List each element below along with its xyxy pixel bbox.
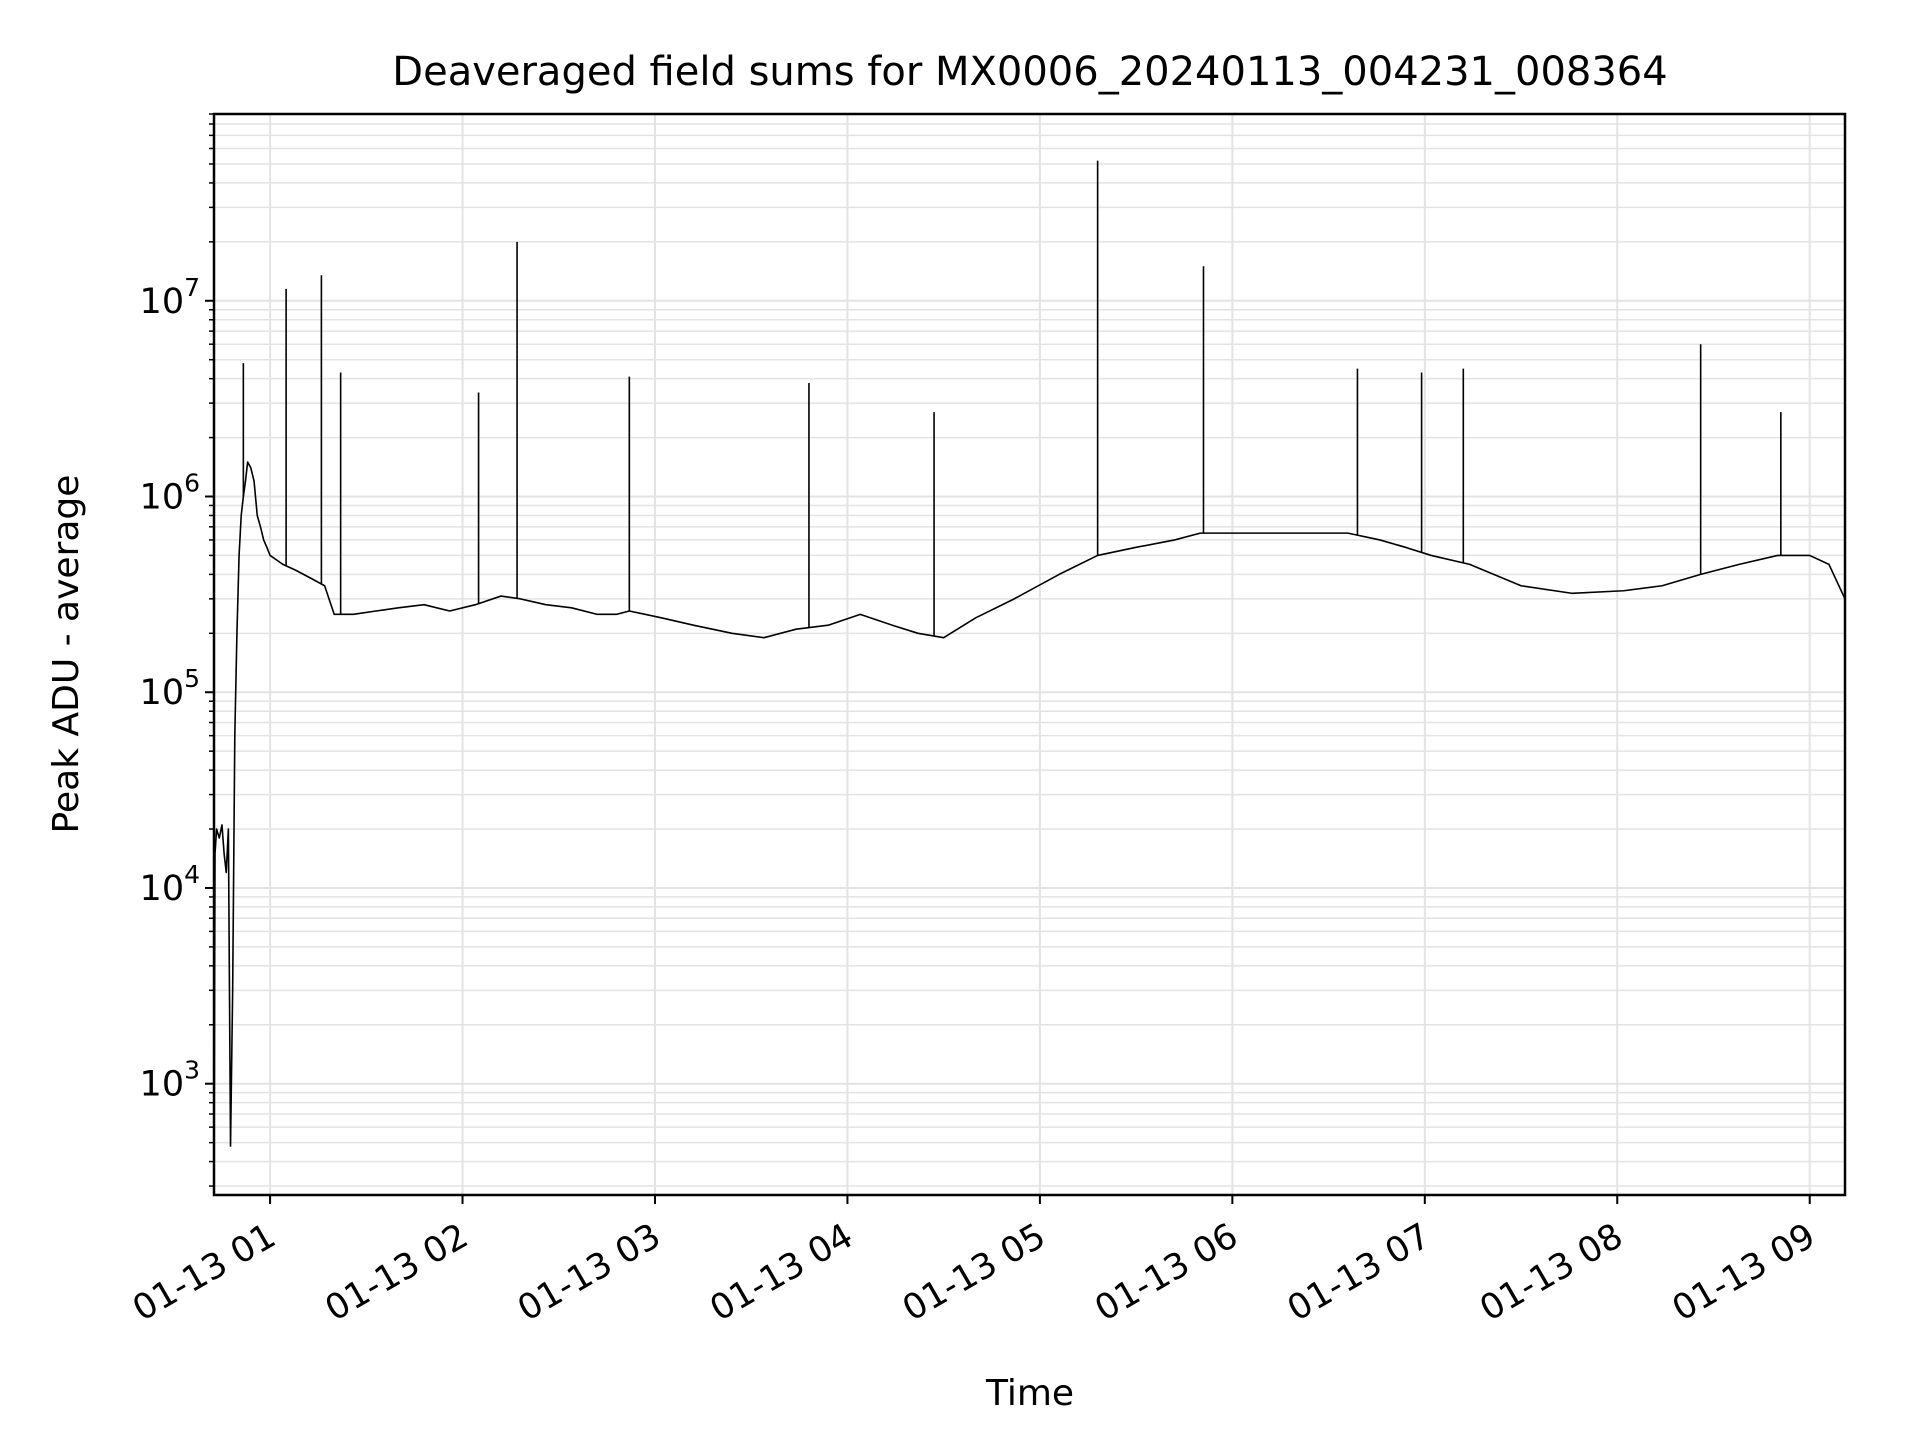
- y-tick-label-exponent: 3: [184, 1056, 200, 1085]
- y-tick-label-exponent: 5: [184, 664, 200, 693]
- y-tick-label: 103: [140, 1056, 200, 1105]
- x-axis-label: Time: [985, 1373, 1074, 1414]
- y-tick-label-exponent: 6: [184, 469, 200, 498]
- plot-frame: [212, 112, 1847, 1197]
- y-tick-label-base: 10: [140, 282, 185, 322]
- y-tick-label-base: 10: [140, 673, 185, 713]
- series-layer: [214, 160, 1845, 1195]
- data-line-series-1: [214, 461, 1845, 1195]
- y-tick-label: 104: [140, 860, 200, 909]
- y-tick-label: 106: [140, 469, 200, 518]
- y-tick-label: 105: [140, 664, 200, 713]
- grid: [214, 113, 1845, 1195]
- y-tick-label-exponent: 7: [184, 273, 200, 302]
- y-tick-label: 107: [140, 273, 200, 322]
- y-axis-label: Peak ADU - average: [46, 475, 87, 834]
- y-tick-label-exponent: 4: [184, 860, 200, 889]
- y-tick-label-base: 10: [140, 478, 185, 518]
- y-tick-label-base: 10: [140, 869, 185, 909]
- chart-title: Deaveraged field sums for MX0006_2024011…: [392, 49, 1667, 95]
- y-tick-label-base: 10: [140, 1065, 185, 1105]
